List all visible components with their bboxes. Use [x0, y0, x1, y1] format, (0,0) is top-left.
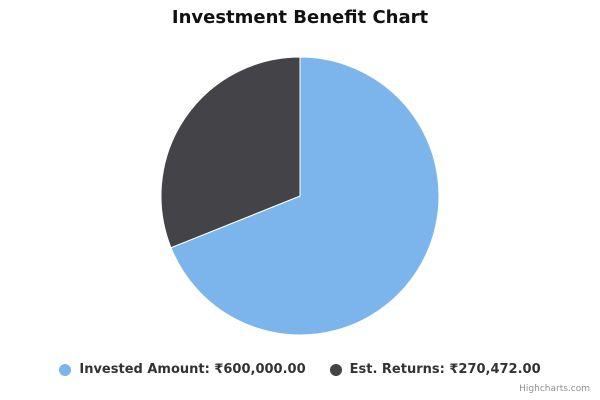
legend-item-est-returns[interactable]: Est. Returns: ₹270,472.00: [329, 362, 541, 377]
legend-item-invested-amount[interactable]: Invested Amount: ₹600,000.00: [59, 362, 306, 377]
chart-title: Investment Benefit Chart: [171, 7, 429, 28]
pie-slice-est-returns[interactable]: [160, 56, 301, 249]
credits-link[interactable]: Highcharts.com: [519, 384, 590, 394]
legend-symbol-est-returns: [329, 363, 342, 376]
legend-label-invested-amount: Invested Amount: ₹600,000.00: [79, 362, 306, 377]
legend-label-est-returns: Est. Returns: ₹270,472.00: [349, 362, 541, 377]
legend-symbol-invested-amount: [59, 363, 72, 376]
pie-slice-invested-amount[interactable]: [170, 56, 440, 336]
legend: Invested Amount: ₹600,000.00 Est. Return…: [0, 362, 600, 377]
